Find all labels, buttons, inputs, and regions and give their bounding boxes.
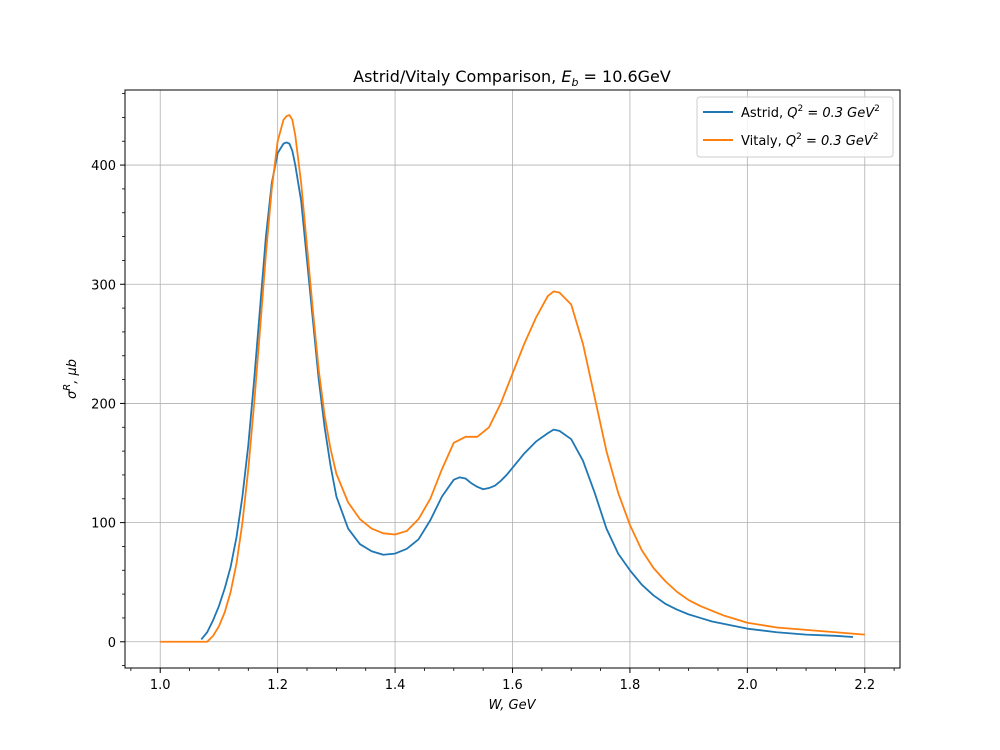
- y-tick-label: 0: [108, 636, 116, 651]
- x-tick-label: 1.2: [267, 678, 288, 693]
- y-tick-label: 100: [91, 517, 116, 532]
- legend-label-1: Astrid, Q2 = 0.3 GeV2: [741, 104, 880, 121]
- x-axis-title: W, GeV: [488, 698, 536, 713]
- legend: Astrid, Q2 = 0.3 GeV2 Vitaly, Q2 = 0.3 Ge…: [696, 96, 894, 158]
- series-layer: [160, 114, 865, 643]
- legend-label-2: Vitaly, Q2 = 0.3 GeV2: [741, 132, 879, 149]
- x-tick-label: 1.4: [385, 678, 406, 693]
- x-tick-label: 2.0: [737, 678, 758, 693]
- legend-box: [696, 96, 894, 158]
- y-axis: 0 100 200 300 400: [91, 93, 125, 667]
- x-tick-label: 2.2: [854, 678, 875, 693]
- series-line-2: [160, 114, 865, 643]
- y-tick-label: 300: [91, 278, 116, 293]
- y-tick-label: 400: [91, 159, 116, 174]
- grid-lines: [125, 90, 900, 668]
- y-tick-label: 200: [91, 397, 116, 412]
- y-axis-title: σR, μb: [62, 359, 80, 399]
- x-axis: 1.0 1.2 1.4 1.6 1.8 2.0 2.2: [130, 668, 895, 693]
- chart-title: Astrid/Vitaly Comparison, Eb = 10.6GeV: [353, 67, 671, 89]
- x-tick-label: 1.0: [150, 678, 171, 693]
- x-tick-label: 1.8: [620, 678, 641, 693]
- x-tick-label: 1.6: [502, 678, 523, 693]
